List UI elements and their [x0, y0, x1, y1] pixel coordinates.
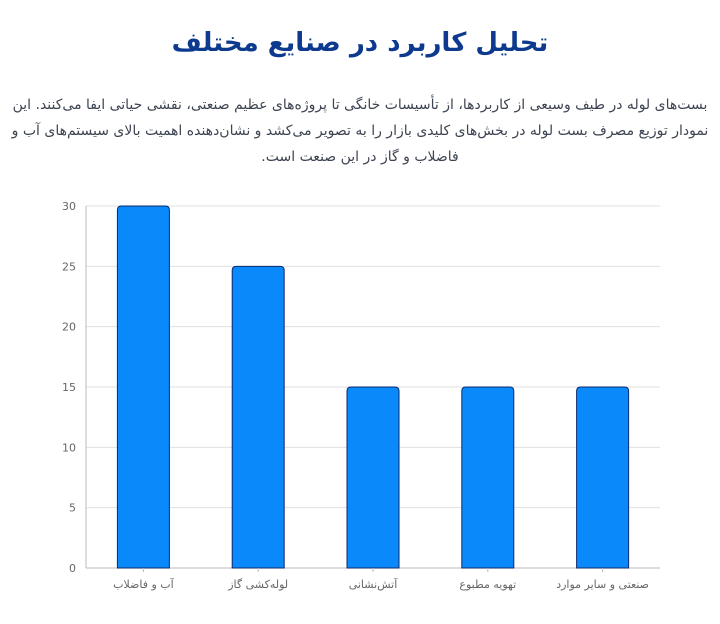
x-tick-label: آتش‌نشانی: [349, 577, 399, 591]
x-tick-label: لوله‌کشی گاز: [227, 578, 288, 591]
y-tick-label: 10: [62, 441, 76, 454]
page-title: تحلیل کاربرد در صنایع مختلف: [171, 28, 549, 58]
bar: [116, 205, 170, 569]
description-line-3: فاضلاب و گاز در این صنعت است.: [261, 149, 459, 165]
bar: [346, 386, 400, 569]
x-tick-label: آب و فاضلاب: [113, 577, 175, 591]
bar: [231, 265, 285, 569]
bar: [461, 386, 515, 569]
y-tick-label: 30: [62, 200, 76, 213]
bar: [576, 386, 630, 569]
y-tick-label: 25: [62, 260, 76, 273]
description-line-2: نمودار توزیع مصرف بست لوله در بخش‌های کل…: [11, 123, 709, 139]
y-tick-label: 0: [69, 562, 76, 575]
description-line-1: بست‌های لوله در طیف وسیعی از کاربردها، ا…: [12, 97, 708, 113]
y-tick-label: 5: [69, 502, 76, 515]
chart-description: بست‌های لوله در طیف وسیعی از کاربردها، ا…: [0, 92, 720, 170]
x-tick-label: صنعتی و سایر موارد: [556, 578, 649, 591]
bar-chart: 0 5 10 15 20 25 30 آب و فاضلاب لوله‌کشی گاز آتش‌ن…: [62, 200, 660, 591]
y-tick-label: 15: [62, 381, 76, 394]
x-tick-label: تهویه مطبوع: [459, 578, 516, 591]
y-tick-label: 20: [62, 321, 76, 334]
